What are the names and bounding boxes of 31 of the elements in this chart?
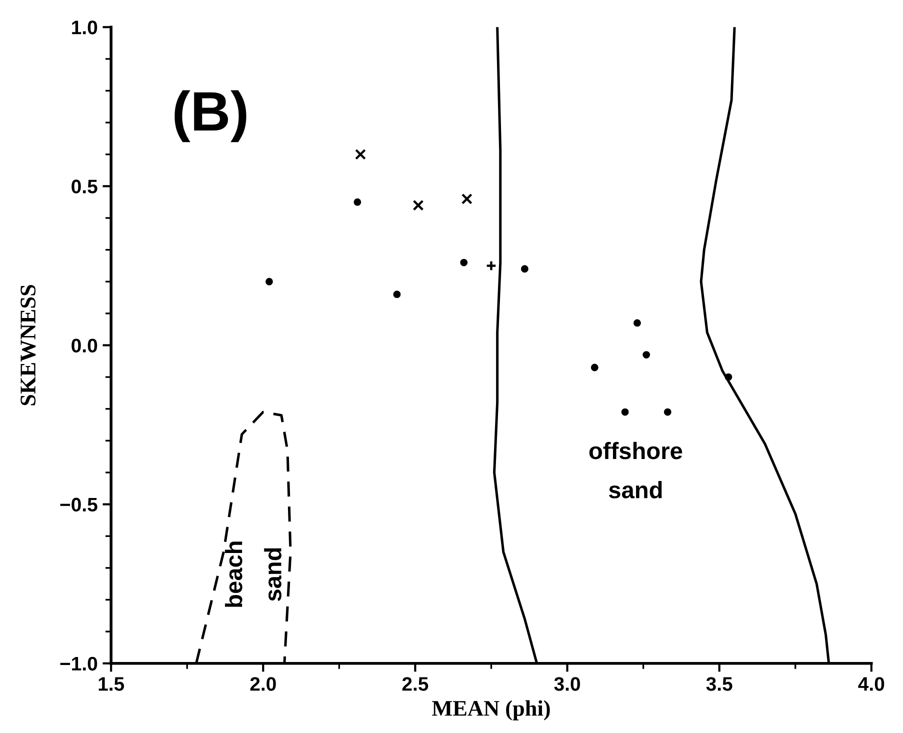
point	[266, 278, 273, 286]
y-tick-label: 1.0	[72, 20, 98, 34]
point	[393, 290, 401, 298]
x-tick-label: 2.5	[402, 677, 428, 691]
x-tick-label: 1.5	[98, 677, 124, 691]
x-tick-label: 3.5	[706, 677, 732, 691]
y-tick-label: −0.5	[60, 498, 98, 512]
point	[354, 198, 362, 206]
point	[724, 373, 732, 381]
point	[590, 364, 598, 372]
point	[621, 408, 629, 416]
x-tick-label: 2.0	[250, 677, 276, 691]
point	[642, 351, 650, 358]
point	[634, 319, 641, 327]
y-tick-label: 0.0	[72, 338, 98, 352]
point	[461, 193, 472, 204]
annotation: offshore sand	[589, 442, 682, 498]
x-tick-label: 4.0	[858, 677, 884, 691]
point	[412, 200, 424, 211]
x-tick-label: 3.0	[554, 677, 580, 691]
annotation: beach sand	[224, 542, 282, 607]
point	[354, 148, 366, 160]
annotation: (B)	[174, 90, 246, 142]
y-tick-label: −1.0	[60, 656, 98, 671]
y-axis-title: SKEWNESS	[20, 285, 36, 406]
x-axis-title: MEAN (phi)	[432, 700, 550, 720]
point	[460, 258, 468, 266]
point	[664, 408, 672, 416]
point	[520, 265, 528, 273]
point	[486, 260, 497, 272]
y-tick-label: 0.5	[72, 180, 98, 194]
